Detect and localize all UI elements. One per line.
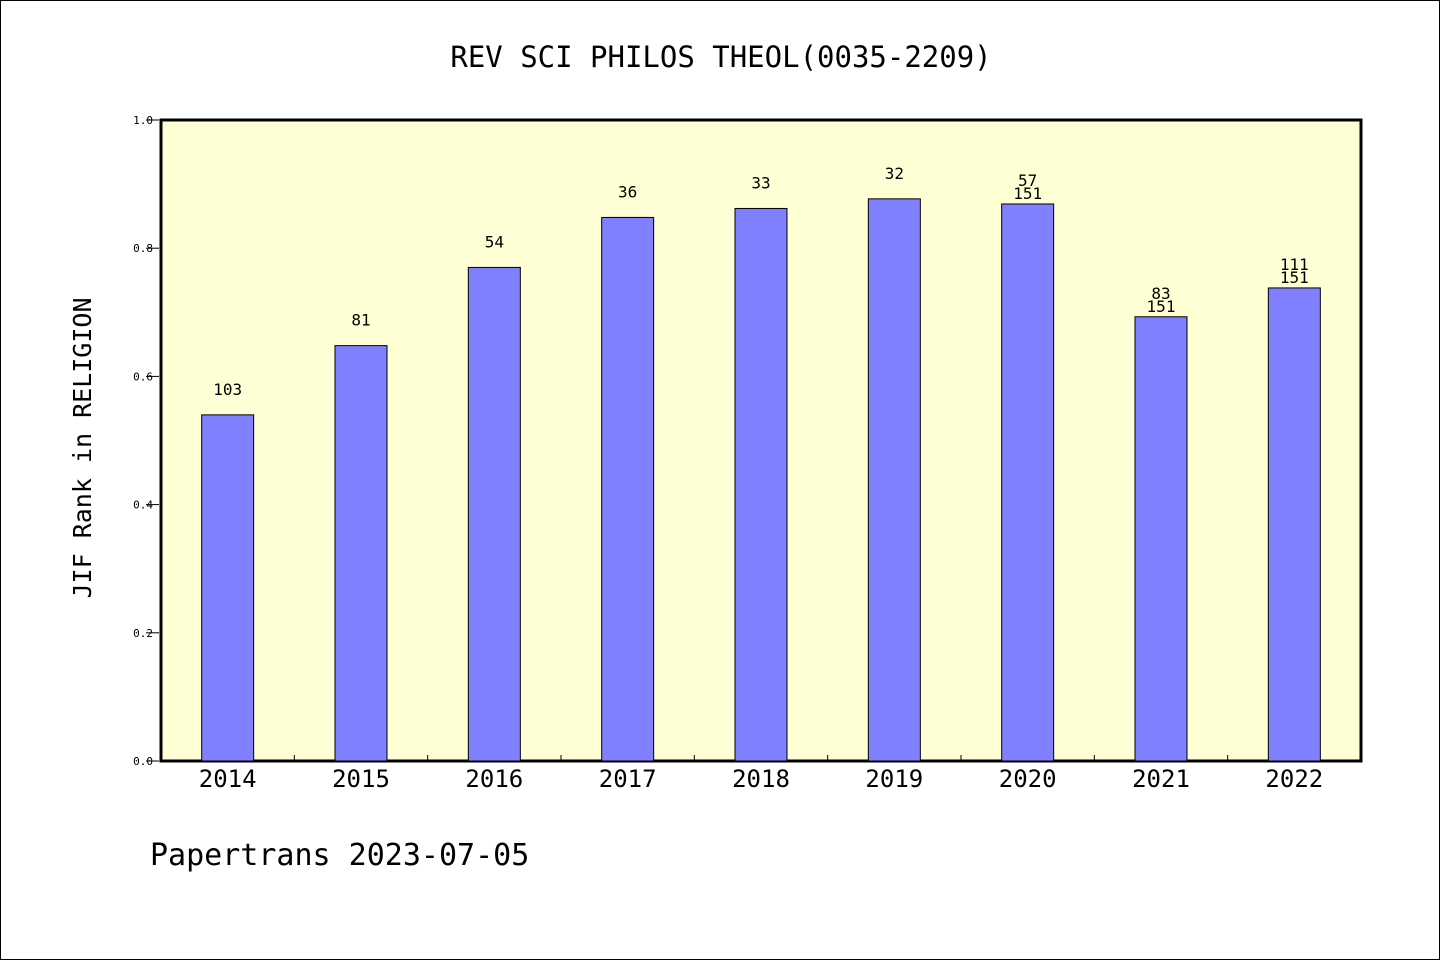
bar-2018: [734, 207, 788, 762]
x-tick-label: 2015: [332, 765, 390, 793]
data-label: 81: [351, 311, 370, 330]
x-tick-label: 2018: [732, 765, 790, 793]
y-tick-label: 0.4: [133, 499, 153, 512]
x-tick-label: 2014: [199, 765, 257, 793]
x-axis: 2014 2015 2016 2017 2018 2019 2020 2021 2022: [199, 755, 1323, 793]
y-tick-label: 0.0: [133, 755, 153, 768]
bar-2017: [601, 216, 655, 762]
x-tick-label: 2020: [999, 765, 1057, 793]
data-label-total: 151: [1147, 297, 1176, 316]
x-tick-label: 2021: [1132, 765, 1190, 793]
bar-2021: [1134, 316, 1188, 762]
footer-credit: Papertrans 2023-07-05: [150, 838, 529, 873]
bar-2016: [467, 266, 521, 762]
bar-2014: [201, 414, 255, 762]
bar-2015: [334, 345, 388, 762]
data-label-rank: 57: [1018, 171, 1037, 190]
data-label-rank: 111: [1280, 255, 1309, 274]
data-label-total: 151: [1280, 268, 1309, 287]
x-tick-label: 2019: [865, 765, 923, 793]
bar-2022: [1267, 287, 1321, 762]
data-label-rank: 83: [1151, 284, 1170, 303]
y-axis: 0.0 0.2 0.4 0.6 0.8 1.0: [133, 114, 159, 768]
data-label: 36: [618, 182, 637, 201]
x-tick-label: 2022: [1265, 765, 1323, 793]
y-tick-label: 0.8: [133, 242, 153, 255]
y-tick-label: 1.0: [133, 114, 153, 127]
bar-2019: [867, 198, 921, 762]
x-tick-label: 2016: [465, 765, 523, 793]
data-label: 103: [213, 380, 242, 399]
x-tick-label: 2017: [599, 765, 657, 793]
y-axis-label: JIF Rank in RELIGION: [68, 297, 97, 598]
data-label: 32: [885, 164, 904, 183]
data-label-total: 151: [1013, 184, 1042, 203]
data-label: 54: [485, 232, 504, 251]
bar-2020: [1001, 203, 1055, 762]
y-tick-label: 0.2: [133, 627, 153, 640]
data-label: 33: [751, 173, 770, 192]
y-tick-label: 0.6: [133, 370, 153, 383]
chart-title: REV SCI PHILOS THEOL(0035-2209): [450, 40, 991, 74]
